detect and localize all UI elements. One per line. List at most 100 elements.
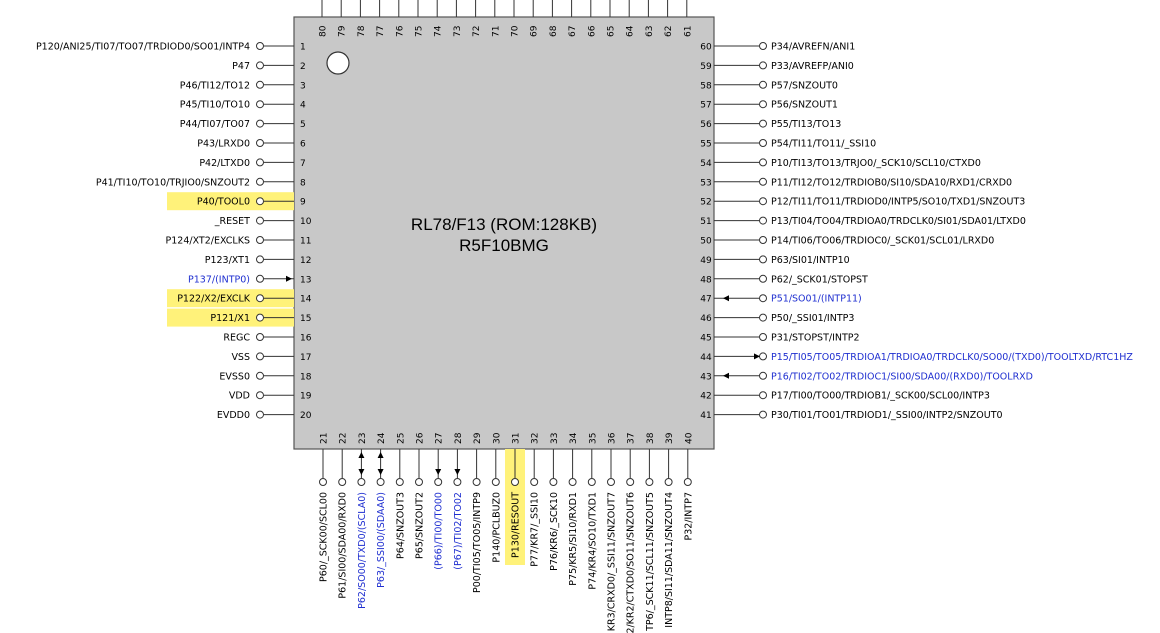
pin-number: 61: [683, 26, 693, 37]
pin-terminal: [256, 313, 264, 322]
pin-terminal: [664, 478, 673, 486]
pin-number: 39: [665, 432, 675, 444]
pin-59: 59 P33/AVREFP/ANI0: [700, 61, 854, 72]
pin-number: 75: [415, 26, 425, 37]
pin-number: 22: [339, 433, 349, 444]
pin-label: P56/SNZOUT1: [771, 100, 838, 111]
pin-number: 12: [300, 256, 311, 266]
pin-number: 79: [338, 25, 348, 37]
pin-number: 36: [608, 432, 618, 444]
pin-terminal: [759, 119, 767, 128]
pin-12: 12 P123/XT1: [205, 255, 312, 266]
pin-terminal: [256, 61, 264, 70]
pin-terminal: [759, 42, 767, 50]
pin-60: 60 P34/AVREFN/ANI1: [700, 42, 855, 53]
pin-74: 74: [434, 0, 444, 37]
pin-number: 45: [700, 334, 711, 344]
pin-label: P63/SI01/INTP10: [771, 255, 850, 266]
pin-33: 33 P76/KR6/_SCK10: [549, 433, 560, 571]
pin-label: KR3/CRXD0/_SSI11/SNZOUT7: [607, 492, 618, 631]
pin-terminal: [415, 478, 423, 486]
pin-label: VDD: [229, 391, 250, 402]
pin-number: 6: [300, 140, 306, 150]
pin-terminal: [759, 410, 767, 419]
pin-terminal: [256, 216, 264, 225]
pin-terminal: [472, 478, 481, 486]
pin-terminal: [357, 478, 366, 486]
pin-terminal: [319, 478, 327, 486]
pin-label: P75/KR5/SI10/RXD1: [568, 492, 579, 586]
pin-number: 73: [453, 26, 463, 37]
pin-terminal: [759, 61, 767, 70]
pin-number: 34: [569, 432, 579, 444]
pin-25: 25 P64/SNZOUT3: [395, 433, 406, 559]
pin-label: P122/X2/EXCLK: [177, 294, 251, 305]
pin-number: 38: [646, 432, 656, 444]
pin-terminal: [759, 255, 767, 264]
pin-terminal: [256, 42, 264, 50]
chip-body: [293, 16, 715, 450]
pin-number: 47: [700, 295, 711, 305]
pin-39: 39 INTP8/SI11/SDA11/SNZOUT4: [664, 432, 675, 627]
pin-number: 68: [549, 25, 559, 37]
pin-10: 10 _RESET: [214, 216, 312, 227]
pin-16: 16 REGC: [223, 333, 311, 344]
pin-75: 75: [415, 0, 425, 37]
pin-number: 2: [300, 62, 306, 72]
pin-label: P62/SO00/TXD0/(SCLA0): [357, 492, 368, 609]
pin-label: P16/TI02/TO02/TRDIOC1/SI00/SDA00/(RXD0)/…: [771, 371, 1033, 382]
pin-arrow-icon: [723, 372, 729, 379]
pin-terminal: [511, 478, 519, 486]
pin-number: 21: [320, 433, 330, 444]
pin-terminal: [626, 478, 635, 486]
pin-56: 56 P55/TI13/TO13: [700, 119, 841, 130]
pin-terminal: [759, 197, 767, 206]
pin-number: 15: [300, 314, 311, 324]
pin-label: P61/SI00/SDA00/RXD0: [338, 492, 349, 599]
pin-arrow-icon: [454, 469, 461, 475]
pin-number: 26: [416, 432, 426, 444]
pin-label: P55/TI13/TO13: [771, 119, 841, 130]
pin-72: 72: [472, 0, 482, 37]
pin-7: 7 P42/LTXD0: [199, 158, 305, 169]
pin-number: 52: [700, 198, 711, 208]
pin-terminal: [256, 391, 264, 400]
pin-terminal: [256, 139, 264, 147]
pin-number: 43: [700, 372, 711, 382]
pin-label: P54/TI11/TO11/_SSI10: [771, 139, 876, 150]
pin-13: 13 P137/(INTP0): [188, 274, 311, 285]
pin-number: 76: [395, 25, 405, 37]
pin-number: 60: [700, 43, 712, 53]
pin-54: 54 P10/TI13/TO13/TRJO0/_SCK10/SCL10/CTXD0: [700, 158, 981, 169]
pin-number: 49: [700, 256, 712, 266]
pin-terminal: [395, 478, 404, 486]
pin-label: 2/KR2/CTXD0/SO11/SNZOUT6: [626, 492, 637, 633]
pin-36: 36 KR3/CRXD0/_SSI11/SNZOUT7: [607, 432, 618, 631]
pin-61: 61: [683, 0, 693, 37]
pin-number: 23: [358, 433, 368, 444]
pin-label: P34/AVREFN/ANI1: [771, 42, 855, 53]
pin-number: 54: [700, 159, 712, 169]
pin-number: 28: [454, 432, 464, 444]
pin-53: 53 P11/TI12/TO12/TRDIOB0/SI10/SDA10/RXD1/…: [700, 177, 1012, 188]
pin-terminal: [759, 100, 767, 109]
pin-terminal: [434, 478, 443, 486]
pin-terminal: [530, 478, 539, 486]
pin-label: P63/_SSI00/(SDAA0): [376, 492, 387, 588]
pin-number: 37: [627, 433, 637, 444]
pin-4: 4 P45/TI10/TO10: [180, 100, 306, 111]
pin-label: P45/TI10/TO10: [180, 100, 250, 111]
pin-terminal: [759, 139, 767, 147]
pin-label: EVSS0: [219, 371, 250, 382]
pin-label: P31/STOPST/INTP2: [771, 333, 860, 344]
pin-40: 40 P32/INTP7: [683, 432, 694, 540]
pin-label: P120/ANI25/TI07/TO07/TRDIOD0/SO01/INTP4: [36, 42, 250, 53]
pin-69: 69: [530, 0, 540, 37]
pin-49: 49 P63/SI01/INTP10: [700, 255, 849, 266]
pin-number: 19: [300, 392, 312, 402]
pin-number: 42: [700, 392, 711, 402]
pin-number: 66: [587, 25, 597, 37]
pin-number: 8: [300, 178, 306, 188]
pin-label: P33/AVREFP/ANI0: [771, 61, 854, 72]
